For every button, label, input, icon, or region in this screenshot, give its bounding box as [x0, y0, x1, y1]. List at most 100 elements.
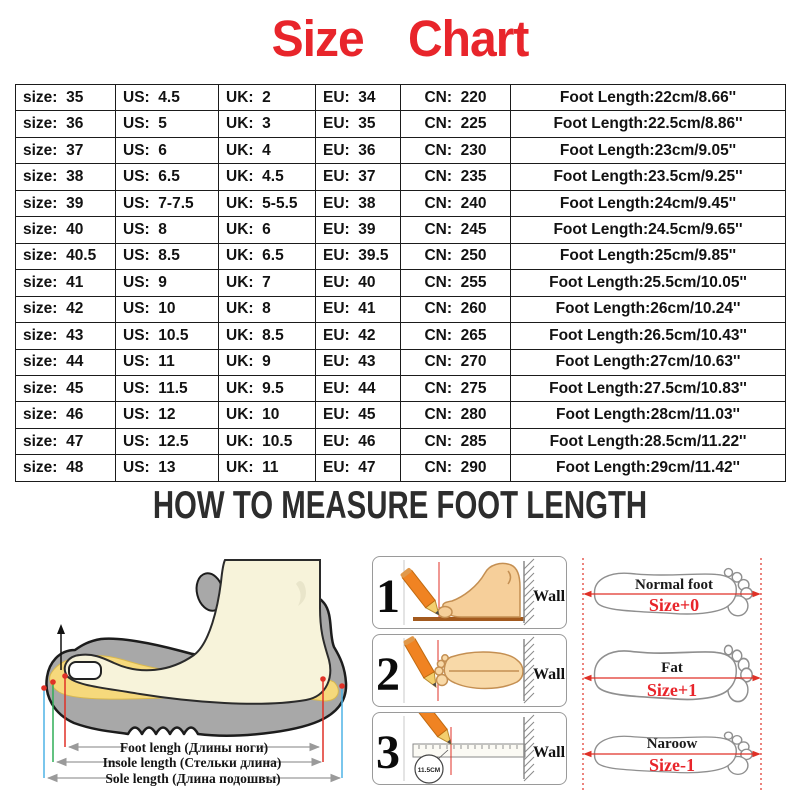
cell-foot-length: Foot Length:29cm/11.42'': [510, 454, 786, 482]
shoe-measure-diagram: Foot lengh (Длины ноги) Insole length (С…: [12, 556, 360, 798]
cell-us: US: 8: [115, 216, 219, 244]
cell-us: US: 7-7.5: [115, 189, 219, 218]
cell-foot-length: Foot Length:28cm/11.03'': [510, 401, 786, 429]
measure-step-panel-1: 1 Wall: [372, 556, 567, 629]
cell-us: US: 6: [115, 136, 219, 165]
table-row: size: 40 US: 8 UK: 6 EU: 39 CN: 245 Foot Leng…: [15, 216, 786, 244]
cell-uk: UK: 4.5: [218, 163, 316, 191]
table-row: size: 37 US: 6 UK: 4 EU: 36 CN: 230 Foot Leng…: [15, 136, 786, 165]
foot-types-diagram: Normal foot Size+0 Fat Size+1 Naroow Siz…: [577, 556, 800, 798]
table-row: size: 43 US: 10.5 UK: 8.5 EU: 42 CN: 265 Foot…: [15, 322, 786, 350]
size-chart-table: size: 35 US: 4.5 UK: 2 EU: 34 CN: 220 Foot Le…: [15, 83, 786, 482]
cell-eu: EU: 39: [315, 216, 401, 244]
cell-cn: CN: 230: [400, 136, 511, 165]
cell-uk: UK: 8.5: [218, 322, 316, 350]
cell-cn: CN: 250: [400, 242, 511, 271]
cell-eu: EU: 43: [315, 348, 401, 376]
cell-uk: UK: 9: [218, 348, 316, 376]
cell-cn: CN: 280: [400, 401, 511, 429]
cell-us: US: 11: [115, 348, 219, 376]
table-row: size: 45 US: 11.5 UK: 9.5 EU: 44 CN: 275 Foot…: [15, 374, 786, 403]
insole-length-label: Insole length (Стельки длина): [103, 755, 282, 770]
cell-eu: EU: 45: [315, 401, 401, 429]
measurement-lines: [43, 676, 343, 778]
cell-uk: UK: 6: [218, 216, 316, 244]
cell-foot-length: Foot Length:25.5cm/10.05'': [510, 269, 786, 297]
cell-foot-length: Foot Length:22cm/8.66'': [510, 83, 786, 112]
cell-foot-length: Foot Length:28.5cm/11.22'': [510, 427, 786, 456]
cell-size: size: 42: [15, 295, 116, 324]
foot-type-size: Size-1: [649, 755, 695, 775]
cell-eu: EU: 35: [315, 110, 401, 138]
cell-foot-length: Foot Length:24.5cm/9.65'': [510, 216, 786, 244]
step-number: 3: [376, 726, 400, 779]
step-number: 2: [376, 648, 400, 701]
step-number: 1: [376, 570, 400, 623]
cell-uk: UK: 10: [218, 401, 316, 429]
section-heading: HOW TO MEASURE FOOT LENGTH: [152, 484, 648, 527]
cell-eu: EU: 47: [315, 454, 401, 482]
cell-uk: UK: 5-5.5: [218, 189, 316, 218]
ruler-note-bubble: [414, 754, 444, 784]
cell-cn: CN: 285: [400, 427, 511, 456]
cell-foot-length: Foot Length:26cm/10.24'': [510, 295, 786, 324]
foot-type-name: Naroow: [647, 736, 698, 752]
measure-label-arrows: [46, 742, 342, 783]
table-row: size: 46 US: 12 UK: 10 EU: 45 CN: 280 Foot Le…: [15, 401, 786, 429]
ruler-note-text: 11.5CM: [418, 767, 440, 774]
table-row: size: 47 US: 12.5 UK: 10.5 EU: 46 CN: 285 Foo…: [15, 427, 786, 456]
cell-foot-length: Foot Length:24cm/9.45'': [510, 189, 786, 218]
pencil-icon: [411, 713, 457, 749]
cell-eu: EU: 37: [315, 163, 401, 191]
sole-length-label: Sole length (Длина подошвы): [105, 771, 280, 786]
foot-type-name: Fat: [661, 660, 683, 676]
cell-cn: CN: 255: [400, 269, 511, 297]
pencil-icon: [399, 566, 445, 620]
cell-us: US: 10.5: [115, 322, 219, 350]
measure-step-panel-2: 2 Wall: [372, 634, 567, 707]
cell-eu: EU: 38: [315, 189, 401, 218]
cell-uk: UK: 11: [218, 454, 316, 482]
table-row: size: 38 US: 6.5 UK: 4.5 EU: 37 CN: 235 Foot …: [15, 163, 786, 191]
cell-cn: CN: 275: [400, 374, 511, 403]
cell-us: US: 5: [115, 110, 219, 138]
cell-size: size: 47: [15, 427, 116, 456]
cell-us: US: 6.5: [115, 163, 219, 191]
cell-size: size: 38: [15, 163, 116, 191]
wall-label: Wall: [533, 588, 566, 605]
cell-cn: CN: 245: [400, 216, 511, 244]
cell-eu: EU: 44: [315, 374, 401, 403]
measurement-dots: [41, 673, 345, 691]
cell-uk: UK: 9.5: [218, 374, 316, 403]
cell-foot-length: Foot Length:27.5cm/10.83'': [510, 374, 786, 403]
table-row: size: 48 US: 13 UK: 11 EU: 47 CN: 290 Foot Le…: [15, 454, 786, 482]
cell-us: US: 4.5: [115, 83, 219, 112]
cell-uk: UK: 3: [218, 110, 316, 138]
cell-size: size: 43: [15, 322, 116, 350]
cell-us: US: 10: [115, 295, 219, 324]
toe-up-arrow-icon: [57, 624, 65, 670]
cell-uk: UK: 8: [218, 295, 316, 324]
cell-size: size: 46: [15, 401, 116, 429]
cell-cn: CN: 235: [400, 163, 511, 191]
cell-us: US: 12: [115, 401, 219, 429]
cell-us: US: 11.5: [115, 374, 219, 403]
table-row: size: 41 US: 9 UK: 7 EU: 40 CN: 255 Foot Leng…: [15, 269, 786, 297]
cell-us: US: 9: [115, 269, 219, 297]
cell-size: size: 44: [15, 348, 116, 376]
cell-size: size: 40.5: [15, 242, 116, 271]
cell-us: US: 12.5: [115, 427, 219, 456]
foot-type-size: Size+1: [647, 680, 697, 700]
cell-size: size: 41: [15, 269, 116, 297]
cell-foot-length: Foot Length:25cm/9.85'': [510, 242, 786, 271]
cell-cn: CN: 270: [400, 348, 511, 376]
cell-eu: EU: 41: [315, 295, 401, 324]
measure-steps: 1 Wall 2: [372, 556, 568, 790]
cell-eu: EU: 40: [315, 269, 401, 297]
table-row: size: 40.5 US: 8.5 UK: 6.5 EU: 39.5 CN: 250 F…: [15, 242, 786, 271]
table-row: size: 35 US: 4.5 UK: 2 EU: 34 CN: 220 Foot Le…: [15, 83, 786, 112]
cell-eu: EU: 46: [315, 427, 401, 456]
cell-cn: CN: 240: [400, 189, 511, 218]
wall-label: Wall: [533, 744, 566, 761]
